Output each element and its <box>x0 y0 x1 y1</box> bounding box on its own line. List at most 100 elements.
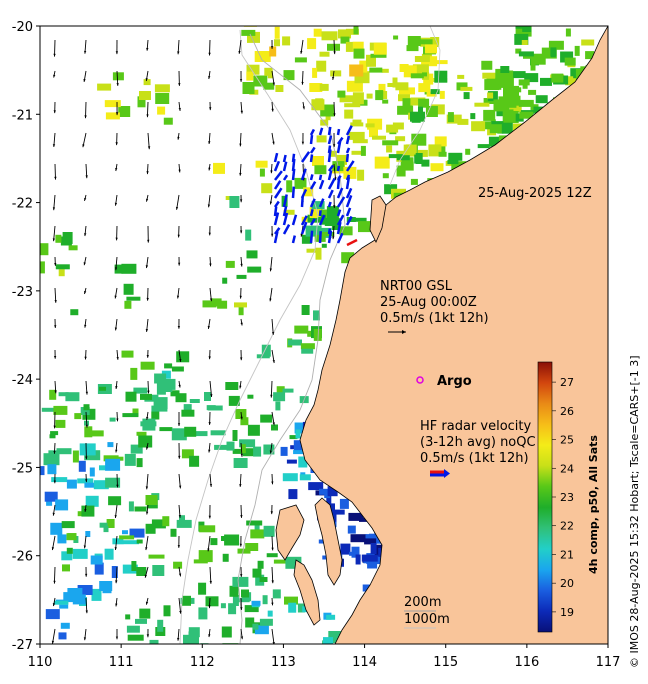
sst-cell <box>259 618 273 626</box>
gsl-arrow-head <box>300 233 303 237</box>
sst-cell <box>200 643 209 644</box>
sst-cell <box>145 523 156 534</box>
sst-cell <box>60 622 70 629</box>
hf-arrow <box>327 177 336 190</box>
sst-cell <box>213 162 225 174</box>
gsl-arrow-head <box>146 171 149 175</box>
gsl-arrow-head <box>54 300 57 303</box>
gsl-arrow-head <box>84 509 87 512</box>
sst-cell <box>99 581 113 591</box>
sst-cell <box>80 407 90 415</box>
sst-cell <box>250 529 265 539</box>
sst-cell <box>106 519 115 528</box>
sst-cell <box>286 557 295 563</box>
sst-cell <box>222 643 239 644</box>
sst-cell <box>183 404 192 413</box>
sst-cell <box>128 501 134 512</box>
sst-cell <box>228 603 237 615</box>
sst-cell <box>353 26 359 35</box>
sst-cell <box>352 92 364 105</box>
sst-cell <box>512 71 526 79</box>
hf-arrow <box>309 218 316 226</box>
hf-arrow <box>309 154 314 163</box>
sst-cell <box>171 428 187 441</box>
colorbar-tick-label: 20 <box>560 577 574 590</box>
sst-cell <box>183 634 199 644</box>
sst-cell <box>294 177 307 189</box>
hf-arrow <box>345 153 350 163</box>
gsl-arrow-head <box>238 51 241 54</box>
hf-radar-arrows <box>273 125 358 247</box>
sst-cell <box>501 122 513 134</box>
y-tick-label: -27 <box>12 638 33 653</box>
sst-cell <box>515 26 526 29</box>
sst-cell <box>142 418 156 431</box>
sst-cell <box>312 156 324 166</box>
gsl-arrow-head <box>178 262 181 266</box>
sst-cell <box>233 598 250 603</box>
sst-cell <box>330 70 342 77</box>
hf-arrow <box>336 187 344 199</box>
gsl-arrow-head <box>85 391 88 395</box>
sst-cell <box>56 448 72 455</box>
sst-cell <box>226 441 235 451</box>
sst-cell <box>324 494 331 499</box>
sst-cell <box>307 38 317 50</box>
gsl-arrow-head <box>84 233 87 237</box>
sst-cell <box>290 445 296 450</box>
sst-cell <box>194 431 208 437</box>
sst-cell <box>395 136 406 142</box>
sst-cell <box>81 505 95 517</box>
sst-cell <box>273 559 287 564</box>
sst-cell <box>214 444 228 450</box>
gsl-arrow-head <box>269 298 272 302</box>
gsl-arrow-head <box>53 53 56 57</box>
sst-cell <box>129 528 145 538</box>
gsl-arrow-head <box>208 356 211 360</box>
sst-cell <box>401 157 414 164</box>
sst-cell <box>425 44 437 54</box>
sst-cell <box>159 427 173 432</box>
sst-cell <box>114 264 123 274</box>
hf-arrow <box>300 151 311 163</box>
sst-cell <box>585 51 595 60</box>
sst-cell <box>253 446 262 457</box>
sst-cell <box>246 520 263 526</box>
sst-cell <box>282 36 291 46</box>
gsl-arrow-head <box>179 359 182 362</box>
sst-cell <box>124 300 132 309</box>
sst-cell <box>319 83 329 91</box>
sst-cell <box>232 576 249 587</box>
sst-cell <box>439 90 445 99</box>
sst-cell <box>122 530 128 535</box>
sst-cell <box>181 409 195 417</box>
sst-cell <box>260 414 273 423</box>
sst-cell <box>384 184 398 195</box>
sst-cell <box>421 159 430 167</box>
sst-cell <box>138 435 153 448</box>
sst-cell <box>498 77 514 88</box>
hf-arrow <box>282 212 289 226</box>
sst-cell <box>306 248 319 253</box>
hf-arrow <box>345 194 353 208</box>
x-tick-label: 111 <box>109 655 134 670</box>
gsl-arrow-head <box>178 573 182 577</box>
gsl-arrow-head <box>51 640 55 644</box>
hf-arrow <box>318 179 325 190</box>
gsl-arrow-head <box>84 291 87 294</box>
gsl-arrow-head <box>145 78 148 81</box>
sst-cell <box>351 150 364 155</box>
sst-cell <box>220 603 226 609</box>
sst-cell <box>199 525 216 533</box>
hf-arrow <box>336 140 342 154</box>
sst-cell <box>179 515 185 523</box>
sst-cell <box>460 86 473 91</box>
sst-cell <box>242 448 259 457</box>
shark-bay-inner-land <box>275 504 305 561</box>
sst-cell <box>217 300 228 309</box>
sst-cell <box>438 151 447 157</box>
sst-cell <box>309 207 323 218</box>
sst-cell <box>386 145 393 153</box>
gsl-arrow-head <box>333 113 336 117</box>
sst-cell <box>154 373 167 384</box>
